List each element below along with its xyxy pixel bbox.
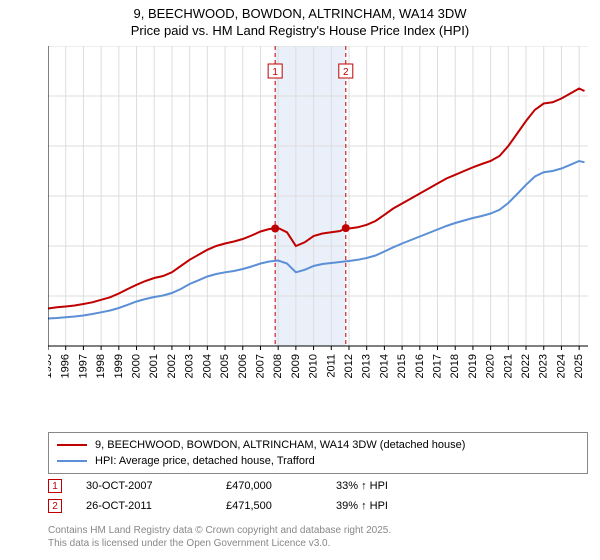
event-row-1: 1 30-OCT-2007 £470,000 33% ↑ HPI <box>48 476 588 496</box>
svg-text:2018: 2018 <box>449 354 461 378</box>
svg-text:1: 1 <box>272 67 278 78</box>
svg-text:2007: 2007 <box>254 354 266 378</box>
attribution-line1: Contains HM Land Registry data © Crown c… <box>48 524 588 537</box>
svg-text:2022: 2022 <box>520 354 532 378</box>
svg-text:2024: 2024 <box>555 354 567 378</box>
legend-label-property: 9, BEECHWOOD, BOWDON, ALTRINCHAM, WA14 3… <box>95 439 465 451</box>
svg-text:2005: 2005 <box>219 354 231 378</box>
svg-text:2004: 2004 <box>201 354 213 378</box>
svg-text:2019: 2019 <box>467 354 479 378</box>
attribution: Contains HM Land Registry data © Crown c… <box>48 524 588 550</box>
svg-text:2017: 2017 <box>432 354 444 378</box>
event-marker-2: 2 <box>48 499 62 513</box>
svg-text:2008: 2008 <box>272 354 284 378</box>
chart-area: 12£0£200K£400K£600K£800K£1M£1.2M19951996… <box>48 46 588 386</box>
event-price-2: £471,500 <box>226 500 336 512</box>
event-pct-1: 33% ↑ HPI <box>336 480 388 492</box>
attribution-line2: This data is licensed under the Open Gov… <box>48 537 588 550</box>
svg-text:2013: 2013 <box>361 354 373 378</box>
svg-text:2010: 2010 <box>308 354 320 378</box>
event-row-2: 2 26-OCT-2011 £471,500 39% ↑ HPI <box>48 496 588 516</box>
svg-text:2021: 2021 <box>502 354 514 378</box>
legend-swatch-hpi <box>57 460 87 462</box>
svg-text:2002: 2002 <box>166 354 178 378</box>
event-date-2: 26-OCT-2011 <box>86 500 226 512</box>
chart-container: 9, BEECHWOOD, BOWDON, ALTRINCHAM, WA14 3… <box>0 0 600 560</box>
title-line2: Price paid vs. HM Land Registry's House … <box>0 23 600 40</box>
svg-text:2012: 2012 <box>343 354 355 378</box>
title-block: 9, BEECHWOOD, BOWDON, ALTRINCHAM, WA14 3… <box>0 0 600 40</box>
svg-text:1995: 1995 <box>48 354 54 378</box>
svg-text:2020: 2020 <box>485 354 497 378</box>
svg-text:2025: 2025 <box>573 354 585 378</box>
svg-text:2014: 2014 <box>378 354 390 378</box>
chart-svg: 12£0£200K£400K£600K£800K£1M£1.2M19951996… <box>48 46 588 386</box>
event-pct-2: 39% ↑ HPI <box>336 500 388 512</box>
svg-text:2003: 2003 <box>184 354 196 378</box>
title-line1: 9, BEECHWOOD, BOWDON, ALTRINCHAM, WA14 3… <box>0 6 600 23</box>
event-price-1: £470,000 <box>226 480 336 492</box>
event-marker-1: 1 <box>48 479 62 493</box>
svg-text:2016: 2016 <box>414 354 426 378</box>
legend-row-property: 9, BEECHWOOD, BOWDON, ALTRINCHAM, WA14 3… <box>57 437 579 453</box>
svg-text:2001: 2001 <box>148 354 160 378</box>
svg-text:2009: 2009 <box>290 354 302 378</box>
svg-text:2023: 2023 <box>538 354 550 378</box>
svg-text:1996: 1996 <box>60 354 72 378</box>
svg-text:2000: 2000 <box>131 354 143 378</box>
svg-text:2: 2 <box>343 67 349 78</box>
svg-text:1997: 1997 <box>77 354 89 378</box>
legend-swatch-property <box>57 444 87 446</box>
svg-text:1998: 1998 <box>95 354 107 378</box>
event-date-1: 30-OCT-2007 <box>86 480 226 492</box>
legend-row-hpi: HPI: Average price, detached house, Traf… <box>57 453 579 469</box>
svg-text:2006: 2006 <box>237 354 249 378</box>
svg-text:1999: 1999 <box>113 354 125 378</box>
event-rows: 1 30-OCT-2007 £470,000 33% ↑ HPI 2 26-OC… <box>48 476 588 516</box>
svg-text:2011: 2011 <box>325 354 337 378</box>
svg-text:2015: 2015 <box>396 354 408 378</box>
legend: 9, BEECHWOOD, BOWDON, ALTRINCHAM, WA14 3… <box>48 432 588 474</box>
legend-label-hpi: HPI: Average price, detached house, Traf… <box>95 455 315 467</box>
